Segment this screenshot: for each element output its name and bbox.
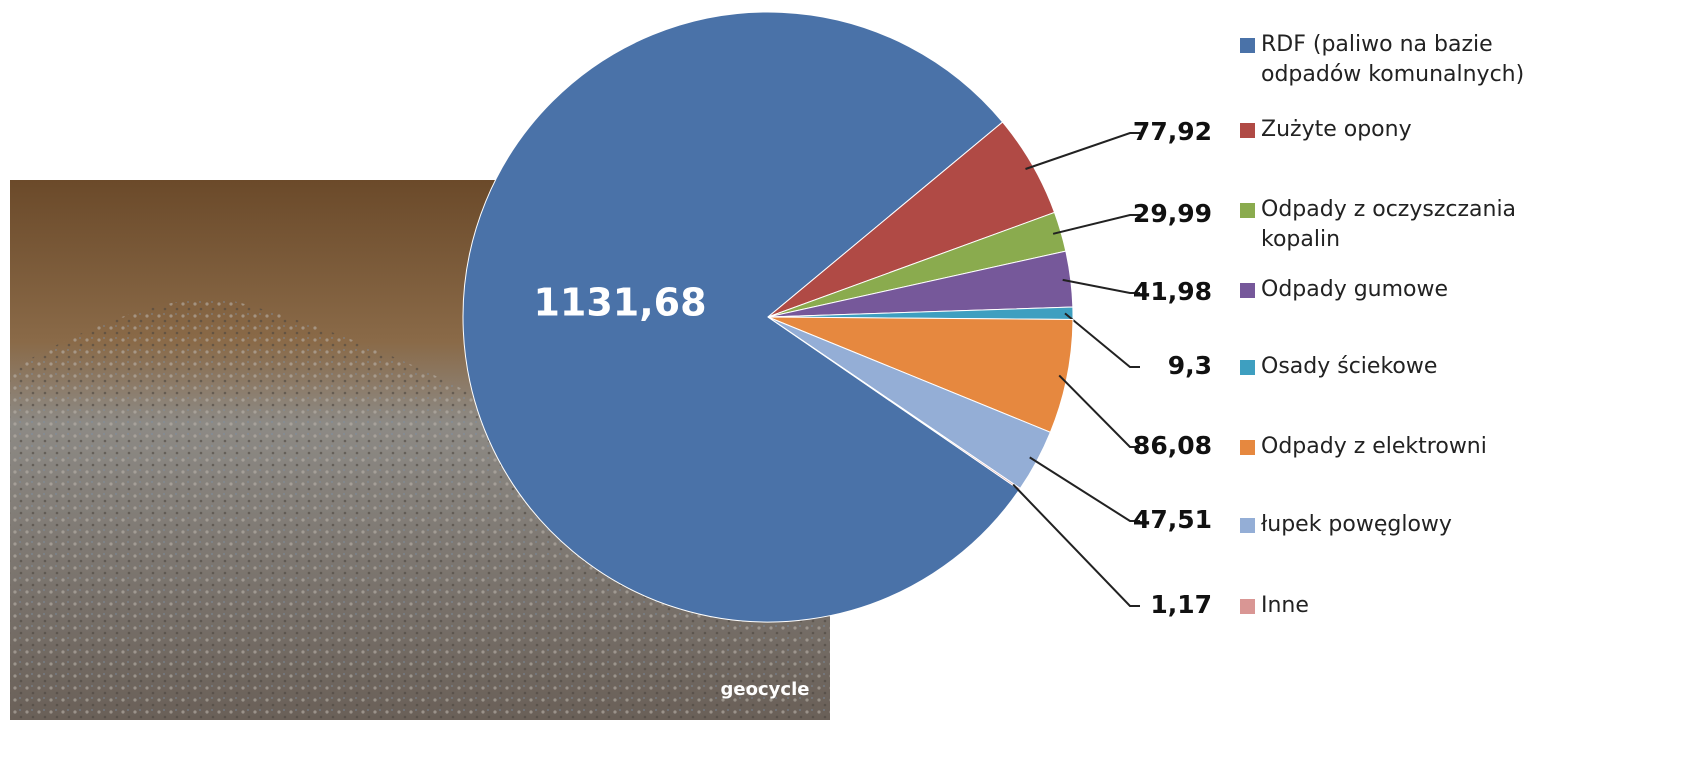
data-label: 41,98 — [1133, 277, 1212, 306]
data-label: 1,17 — [1150, 590, 1212, 619]
legend-item: Odpady z oczyszczania kopalin — [1240, 195, 1581, 255]
data-label: 1131,68 — [533, 281, 706, 325]
leader-line — [1053, 215, 1140, 234]
legend-item: Inne — [1240, 591, 1581, 621]
legend-label: łupek powęglowy — [1261, 510, 1581, 540]
data-label: 47,51 — [1133, 505, 1212, 534]
legend-label: Odpady z elektrowni — [1261, 432, 1581, 462]
legend-swatch — [1240, 440, 1255, 455]
page: geocycle 1131,68 77,92 29,99 41,98 9,3 86,08 4… — [0, 0, 1690, 779]
legend-item: Zużyte opony — [1240, 115, 1581, 145]
leader-line — [1059, 375, 1140, 447]
legend-swatch — [1240, 518, 1255, 533]
legend-item: łupek powęglowy — [1240, 510, 1581, 540]
data-label: 77,92 — [1133, 117, 1212, 146]
legend-swatch — [1240, 599, 1255, 614]
legend-item: RDF (paliwo na bazie odpadów komunalnych… — [1240, 30, 1581, 90]
legend-label: RDF (paliwo na bazie odpadów komunalnych… — [1261, 30, 1581, 90]
legend-swatch — [1240, 203, 1255, 218]
leader-line — [1063, 280, 1140, 293]
legend-swatch — [1240, 123, 1255, 138]
data-label: 9,3 — [1168, 351, 1212, 380]
legend-swatch — [1240, 360, 1255, 375]
legend-label: Osady ściekowe — [1261, 352, 1581, 382]
leader-line — [1030, 457, 1140, 521]
legend-item: Osady ściekowe — [1240, 352, 1581, 382]
logo: geocycle — [721, 679, 810, 700]
leader-line — [1065, 313, 1140, 367]
legend-label: Zużyte opony — [1261, 115, 1581, 145]
legend-label: Odpady z oczyszczania kopalin — [1261, 195, 1581, 255]
data-label: 86,08 — [1133, 431, 1212, 460]
legend-swatch — [1240, 283, 1255, 298]
legend-item: Odpady z elektrowni — [1240, 432, 1581, 462]
data-label: 29,99 — [1133, 199, 1212, 228]
leader-line — [1013, 485, 1140, 606]
legend-item: Odpady gumowe — [1240, 275, 1581, 305]
leader-line — [1025, 133, 1140, 169]
legend-label: Odpady gumowe — [1261, 275, 1581, 305]
pie: 1131,68 77,92 29,99 41,98 9,3 86,08 47,51 1,17 — [463, 12, 1212, 622]
legend-swatch — [1240, 38, 1255, 53]
legend-label: Inne — [1261, 591, 1581, 621]
